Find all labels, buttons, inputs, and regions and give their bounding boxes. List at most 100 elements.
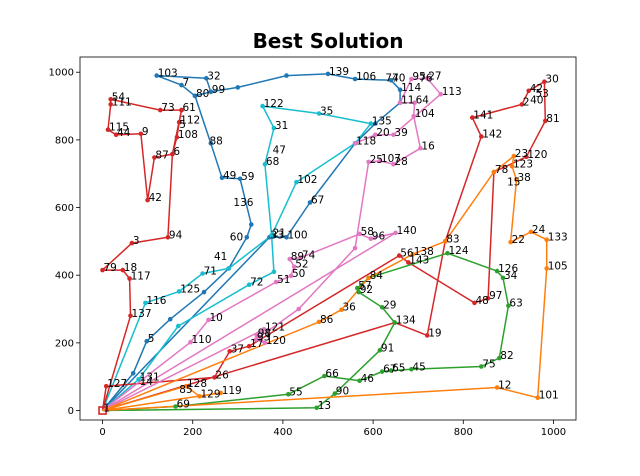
route-point	[130, 371, 136, 376]
node-label: 127	[107, 378, 127, 390]
node-label: 74	[302, 250, 316, 262]
node-label: 133	[548, 232, 568, 244]
node-label: 28	[394, 156, 407, 168]
node-label: 122	[264, 98, 284, 110]
x-tick-label: 400	[273, 427, 292, 438]
node-label: 85	[179, 384, 192, 396]
node-label: 67	[383, 364, 396, 376]
route-point	[379, 305, 385, 310]
node-label: 7	[183, 77, 190, 89]
route-point	[418, 146, 423, 151]
node-label: 39	[394, 127, 407, 139]
node-label: 35	[320, 106, 333, 118]
route-point	[113, 132, 119, 138]
route-point	[269, 233, 274, 238]
route-point	[355, 285, 360, 291]
node-label: 97	[489, 290, 502, 302]
node-label: 102	[297, 174, 317, 186]
node-label: 75	[482, 359, 495, 371]
node-label: 25	[370, 154, 383, 166]
route-point	[143, 300, 148, 306]
route-point	[219, 175, 225, 181]
node-label: 137	[132, 308, 152, 320]
route-point	[291, 264, 297, 270]
node-label: 42	[530, 83, 543, 95]
route-point	[288, 273, 294, 279]
route-point	[356, 289, 362, 295]
route-point	[105, 127, 111, 132]
route-point	[332, 391, 338, 396]
node-label: 44	[117, 127, 131, 139]
node-label: 92	[360, 284, 373, 296]
route-point	[174, 134, 180, 140]
route-point	[249, 222, 254, 227]
node-label: 13	[318, 400, 331, 412]
route-point	[497, 355, 502, 361]
node-label: 113	[442, 86, 462, 98]
node-label: 58	[361, 226, 374, 238]
route-point	[127, 276, 132, 281]
node-label: 56	[400, 248, 414, 260]
node-label: 42	[149, 192, 162, 204]
node-label: 86	[320, 314, 334, 326]
route-point	[208, 141, 214, 146]
node-label: 98	[258, 327, 271, 339]
route-point	[145, 197, 150, 203]
y-tick-label: 0	[68, 406, 74, 417]
route-point	[491, 169, 497, 175]
route-point	[411, 113, 417, 119]
axes-frame	[79, 56, 577, 421]
x-tick-label: 600	[364, 427, 383, 438]
node-label: 93	[257, 332, 270, 344]
node-label: 38	[518, 172, 531, 184]
node-label: 14	[140, 376, 154, 388]
route-point	[152, 155, 157, 160]
route-point	[377, 348, 383, 353]
route-point	[271, 125, 277, 131]
node-label: 79	[104, 262, 117, 274]
x-tick-label: 200	[183, 427, 202, 438]
node-label: 15	[507, 177, 520, 189]
node-label: 68	[266, 156, 279, 168]
route-point	[494, 268, 500, 274]
node-label: 121	[265, 321, 285, 333]
node-label: 34	[504, 270, 518, 282]
node-label: 33	[270, 229, 283, 241]
node-label: 19	[428, 327, 441, 339]
node-label: 48	[476, 295, 489, 307]
route-point	[325, 71, 331, 77]
route-point	[506, 303, 511, 309]
route-point	[409, 76, 414, 82]
node-label: 117	[131, 271, 151, 283]
route-point	[511, 153, 517, 159]
node-label: 31	[275, 120, 288, 132]
node-label: 91	[381, 342, 394, 354]
route-point	[406, 260, 411, 265]
route-point	[377, 158, 383, 164]
x-tick-label: 0	[99, 427, 105, 438]
node-label: 17	[250, 338, 263, 350]
route-point	[261, 327, 267, 332]
route-point	[138, 131, 144, 137]
node-label: 136	[233, 197, 253, 209]
node-label: 55	[289, 386, 302, 398]
route-point	[543, 118, 548, 124]
route-point	[368, 236, 374, 241]
node-label: 6	[173, 146, 180, 158]
route-point	[479, 134, 484, 139]
route-point	[244, 235, 250, 240]
ticks-layer: 0 200 400 600 800 1000 0 200 400 600 800 1000	[49, 68, 567, 438]
node-label: 71	[204, 266, 217, 278]
node-label: 24	[532, 224, 546, 236]
node-label: 2	[523, 96, 530, 108]
route-point	[271, 269, 277, 275]
route-point	[397, 87, 403, 93]
node-label: 124	[449, 245, 469, 257]
chart-title: Best Solution	[253, 29, 404, 53]
route-point	[201, 289, 207, 295]
route-point	[246, 343, 252, 349]
route-point	[296, 306, 302, 312]
route-point	[284, 235, 289, 240]
route-line-6	[102, 232, 397, 412]
